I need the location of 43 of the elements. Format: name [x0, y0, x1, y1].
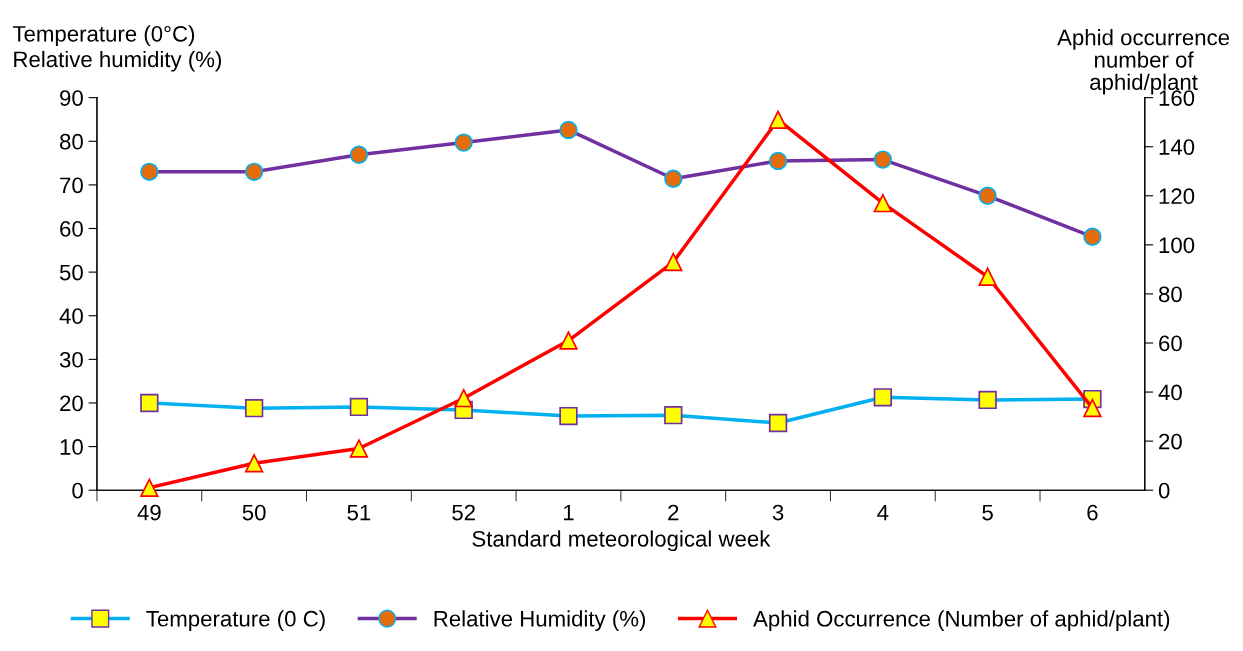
x-tick-label: 2: [668, 504, 679, 521]
point: [140, 478, 159, 497]
y2-tick-label: 80: [1158, 286, 1182, 303]
y-tick-label: 50: [59, 264, 83, 281]
y2-tick-label: 0: [1158, 482, 1170, 499]
y-axis-title: Temperature (0°C) Relative humidity (%): [12, 25, 221, 72]
y-tick-label: 10: [60, 439, 83, 455]
y-tick-label: 20: [60, 395, 83, 412]
x-axis-title: Standard meteorological week: [472, 530, 771, 552]
legend-label: Temperature (0 C): [146, 610, 325, 631]
point: [978, 267, 997, 286]
x-tick-label: 1: [564, 504, 574, 521]
x-tick-label: 5: [982, 504, 993, 521]
point: [873, 193, 893, 213]
point: [664, 252, 683, 272]
point: [768, 110, 788, 129]
y2-tick-label: 120: [1159, 188, 1195, 205]
y-tick-label: 90: [60, 90, 83, 106]
y-tick-label: 0: [72, 482, 83, 499]
x-tick-label: 3: [772, 504, 784, 521]
point: [559, 331, 578, 350]
point: [349, 439, 369, 458]
legend-label: Aphid Occurrence (Number of aphid/plant): [753, 610, 1170, 631]
y2-tick-label: 60: [1159, 335, 1182, 352]
legend-label: Relative Humidity (%): [434, 610, 646, 631]
y-tick-label: 80: [60, 133, 83, 150]
y-tick-label: 70: [60, 177, 83, 194]
y2-tick-label: 40: [1158, 384, 1182, 401]
point: [244, 454, 264, 473]
x-tick-label: 51: [347, 504, 371, 521]
y2-tick-label: 100: [1159, 237, 1195, 254]
y2-tick-label: 20: [1159, 433, 1182, 450]
point: [1083, 398, 1102, 418]
y-tick-label: 30: [59, 351, 83, 368]
x-tick-label: 52: [452, 504, 475, 521]
x-tick-label: 49: [137, 504, 161, 521]
x-tick-label: 4: [877, 504, 889, 521]
point: [454, 389, 473, 408]
x-tick-label: 50: [242, 504, 266, 521]
y-tick-label: 60: [60, 221, 83, 237]
y-tick-label: 40: [59, 308, 83, 325]
x-tick-label: 6: [1087, 504, 1098, 521]
y2-tick-label: 140: [1159, 139, 1195, 155]
